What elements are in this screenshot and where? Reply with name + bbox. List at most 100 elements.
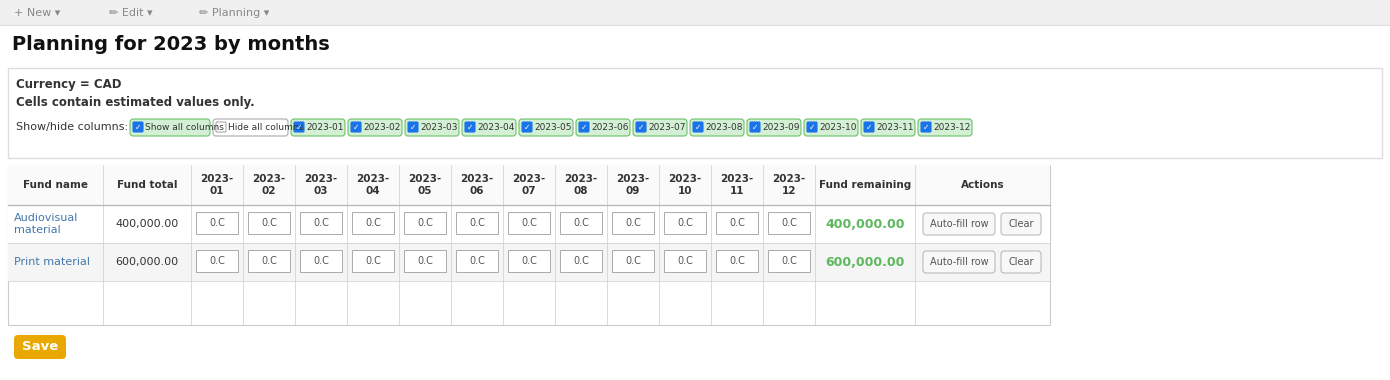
Text: 2023-03: 2023-03 [420,123,457,132]
Text: Actions: Actions [960,180,1005,190]
Bar [247,212,291,234]
FancyBboxPatch shape [808,122,817,132]
FancyBboxPatch shape [922,122,931,132]
Text: 2023-
05: 2023- 05 [409,174,442,196]
Text: 0.C: 0.C [626,256,641,266]
FancyBboxPatch shape [461,119,516,136]
Text: 2023-
01: 2023- 01 [200,174,234,196]
Bar [300,250,342,272]
Text: Clear: Clear [1008,219,1034,229]
Text: 0.C: 0.C [573,256,589,266]
Text: 600,000.00: 600,000.00 [826,255,905,269]
Text: Show/hide columns:: Show/hide columns: [17,122,128,132]
Text: Currency = CAD: Currency = CAD [17,78,121,91]
Text: Print material: Print material [14,257,90,267]
Bar [456,250,498,272]
FancyBboxPatch shape [352,122,361,132]
Text: ✓: ✓ [296,122,302,131]
Bar [664,250,706,272]
Text: ✓: ✓ [353,122,359,131]
Bar [8,205,1049,243]
Text: 0.C: 0.C [626,218,641,228]
Text: 0.C: 0.C [468,256,485,266]
Text: 2023-02: 2023-02 [363,123,400,132]
Text: Show all columns: Show all columns [145,123,224,132]
Text: 0.C: 0.C [730,218,745,228]
Bar [612,212,655,234]
FancyBboxPatch shape [694,122,703,132]
FancyBboxPatch shape [1001,251,1041,273]
FancyBboxPatch shape [860,119,915,136]
Text: ✓: ✓ [524,122,530,131]
Text: Hide all columns: Hide all columns [228,123,303,132]
Bar [352,250,393,272]
Text: 0.C: 0.C [261,218,277,228]
Text: ✓: ✓ [866,122,872,131]
Text: 0.C: 0.C [261,256,277,266]
Bar [196,212,238,234]
Text: 0.C: 0.C [677,218,694,228]
Bar [300,212,342,234]
Text: ✓: ✓ [581,122,587,131]
Text: 2023-05: 2023-05 [534,123,571,132]
Text: ✓: ✓ [410,122,416,131]
Text: Fund total: Fund total [117,180,178,190]
Bar [769,212,810,234]
Bar [8,165,1049,325]
Text: ✓: ✓ [695,122,701,131]
Bar [352,212,393,234]
Text: 2023-07: 2023-07 [648,123,685,132]
Text: ✓: ✓ [638,122,644,131]
Text: 2023-
07: 2023- 07 [513,174,546,196]
Bar [507,250,550,272]
FancyBboxPatch shape [632,119,687,136]
Bar [0,0,1390,25]
Text: 2023-04: 2023-04 [477,123,514,132]
Text: 400,000.00: 400,000.00 [826,217,905,231]
FancyBboxPatch shape [14,335,65,359]
Text: 0.C: 0.C [208,218,225,228]
Text: Save: Save [22,340,58,353]
Text: 0.C: 0.C [573,218,589,228]
FancyBboxPatch shape [865,122,874,132]
Text: Fund name: Fund name [24,180,88,190]
Text: 2023-
09: 2023- 09 [616,174,649,196]
Text: Planning for 2023 by months: Planning for 2023 by months [13,35,329,54]
Bar [456,212,498,234]
Text: 2023-
06: 2023- 06 [460,174,493,196]
Text: 0.C: 0.C [521,218,537,228]
Text: 600,000.00: 600,000.00 [115,257,178,267]
Bar [196,250,238,272]
Bar [8,68,1382,158]
Text: 0.C: 0.C [781,218,796,228]
Text: 2023-
03: 2023- 03 [304,174,338,196]
Text: ✓: ✓ [923,122,929,131]
Text: 0.C: 0.C [366,256,381,266]
Text: 2023-08: 2023-08 [705,123,742,132]
Text: Clear: Clear [1008,257,1034,267]
FancyBboxPatch shape [213,119,288,136]
Text: 2023-
12: 2023- 12 [773,174,806,196]
Text: 0.C: 0.C [781,256,796,266]
Text: 2023-01: 2023-01 [306,123,343,132]
FancyBboxPatch shape [923,251,995,273]
FancyBboxPatch shape [746,119,801,136]
Text: ✓: ✓ [809,122,815,131]
FancyBboxPatch shape [518,119,573,136]
FancyBboxPatch shape [348,119,402,136]
Text: ✓: ✓ [135,122,142,131]
Text: 2023-11: 2023-11 [876,123,913,132]
FancyBboxPatch shape [637,122,646,132]
FancyBboxPatch shape [409,122,418,132]
FancyBboxPatch shape [803,119,858,136]
Text: ✏ Edit ▾: ✏ Edit ▾ [108,8,153,17]
Text: 2023-
04: 2023- 04 [356,174,389,196]
Bar [507,212,550,234]
Text: 0.C: 0.C [468,218,485,228]
Bar [664,212,706,234]
FancyBboxPatch shape [131,119,210,136]
Text: Audiovisual
material: Audiovisual material [14,213,78,235]
Bar [716,250,758,272]
Bar [247,250,291,272]
Text: 0.C: 0.C [730,256,745,266]
